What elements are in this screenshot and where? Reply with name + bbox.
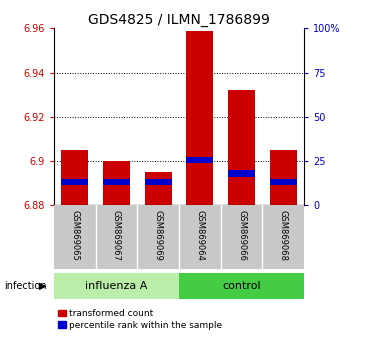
Text: ▶: ▶ [39, 281, 46, 291]
Text: GSM869067: GSM869067 [112, 210, 121, 261]
Text: influenza A: influenza A [85, 281, 148, 291]
Text: control: control [222, 281, 261, 291]
Title: GDS4825 / ILMN_1786899: GDS4825 / ILMN_1786899 [88, 13, 270, 27]
Bar [61, 150, 88, 205]
Text: GSM869068: GSM869068 [279, 210, 288, 261]
Text: GSM869064: GSM869064 [196, 210, 204, 261]
Bar [179, 273, 304, 299]
Bar [228, 90, 255, 205]
Bar [270, 179, 297, 185]
Bar [54, 273, 179, 299]
Text: GSM869065: GSM869065 [70, 210, 79, 261]
Legend: transformed count, percentile rank within the sample: transformed count, percentile rank withi… [58, 309, 222, 330]
Bar [270, 150, 297, 205]
Text: GSM869069: GSM869069 [154, 210, 162, 261]
Bar [228, 170, 255, 177]
Bar [103, 161, 130, 205]
Bar [186, 157, 213, 163]
Bar [145, 179, 172, 185]
Bar [145, 172, 172, 205]
Text: GSM869066: GSM869066 [237, 210, 246, 261]
Bar [186, 30, 213, 205]
Bar [103, 179, 130, 185]
Bar [61, 179, 88, 185]
Text: infection: infection [4, 281, 46, 291]
